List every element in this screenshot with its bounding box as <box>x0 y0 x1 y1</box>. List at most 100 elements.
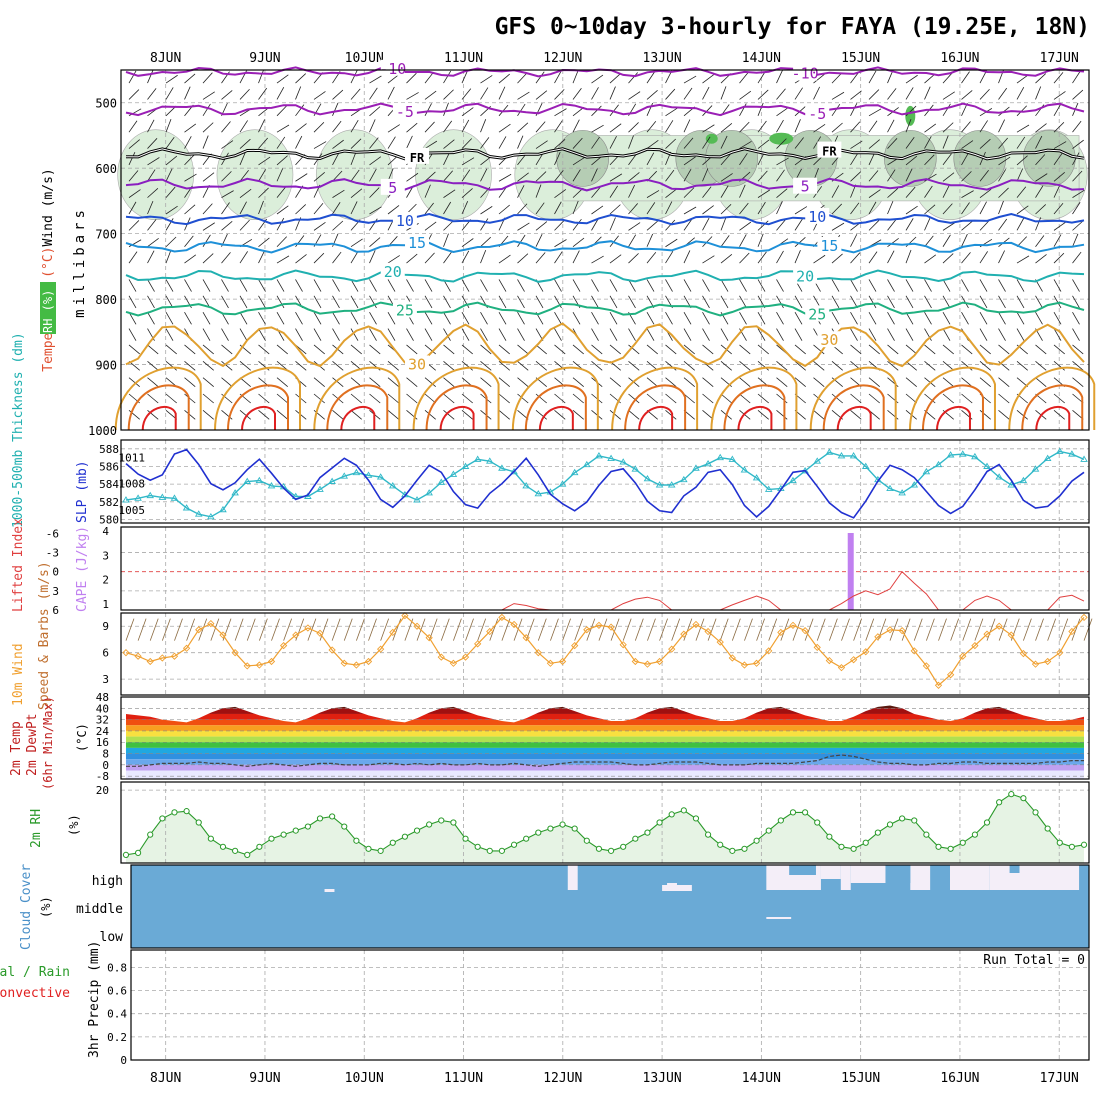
wind-barb <box>628 222 641 231</box>
wind-barb <box>998 344 1010 355</box>
wind-barb <box>628 184 635 198</box>
wind-barb <box>461 360 473 371</box>
wind-barb <box>554 279 562 292</box>
wind-speed-point <box>243 662 251 670</box>
wind-barb <box>440 618 450 641</box>
wind-barb <box>665 311 673 325</box>
wind-barb <box>739 344 751 355</box>
wind-barb <box>794 311 803 325</box>
rh-point <box>219 843 227 850</box>
wind-barb <box>702 328 710 341</box>
contour-label: 25 <box>808 305 826 323</box>
wind-speed-point <box>316 629 324 637</box>
x-tick-label-top: 17JUN <box>1040 51 1079 66</box>
wind-barb <box>147 169 156 182</box>
wind-barb <box>942 360 954 371</box>
wind-barb <box>147 295 155 309</box>
wind-barb <box>202 279 211 292</box>
wind-barb <box>221 295 229 309</box>
wind-barb <box>165 168 173 182</box>
wind-barb <box>498 123 511 133</box>
wind-speed-point <box>995 622 1003 630</box>
wind-speed-point <box>195 626 203 634</box>
wind-barb <box>609 254 622 264</box>
temperature-contour <box>538 405 574 431</box>
chart-title: GFS 0~10day 3-hourly for FAYA (19.25E, 1… <box>495 14 1090 40</box>
wind-barb <box>757 71 766 84</box>
wind-barb <box>165 218 174 231</box>
wind-barb <box>221 410 233 420</box>
thickness-point <box>449 470 458 477</box>
wind-barb <box>683 206 697 215</box>
wind-barb <box>428 618 438 641</box>
wind-barb <box>369 106 381 117</box>
wind-barb <box>239 188 252 198</box>
wind-barb <box>147 311 155 325</box>
rh-point <box>450 819 457 826</box>
wind-barb <box>739 121 750 133</box>
wind-barb <box>683 75 697 84</box>
wind-speed-point <box>910 647 918 655</box>
wind-barb <box>202 344 214 355</box>
cloud-cover-block <box>910 865 931 890</box>
wind-barb <box>443 251 453 264</box>
wind-barb <box>776 328 784 341</box>
temperature-contour <box>125 212 1085 226</box>
wind-barb <box>147 344 159 355</box>
wind-barb <box>1016 360 1028 371</box>
wind-barb <box>147 237 159 248</box>
wind-barb <box>1071 618 1081 641</box>
wind-barb <box>517 185 525 198</box>
thickness-point <box>219 505 227 513</box>
wind-barb <box>239 279 248 292</box>
wind-speed-point <box>959 652 967 660</box>
wind-barb <box>609 295 618 309</box>
wind-barb <box>517 311 525 325</box>
wind-barb <box>480 344 492 355</box>
precip-unit-label: 3hr Precip (mm) <box>87 941 102 1058</box>
thickness-point <box>716 453 725 461</box>
wind-barb <box>961 311 969 325</box>
wind-barb <box>665 251 674 264</box>
wind-barb <box>498 254 511 264</box>
wind-barb <box>850 103 858 116</box>
contour-label: FR <box>410 151 425 165</box>
wind-barb <box>961 140 974 149</box>
wind-barb <box>368 618 377 641</box>
wind-speed-point <box>777 628 785 637</box>
rh-point <box>304 823 311 830</box>
wind-barb <box>562 618 571 641</box>
wind-barb <box>165 344 177 355</box>
wind-barb <box>350 250 359 264</box>
wind-barb <box>591 74 604 84</box>
wind-barb <box>443 393 455 404</box>
wind-barb <box>147 219 157 231</box>
wind-speed-point <box>716 638 724 646</box>
wind-barb <box>424 328 433 341</box>
wind-barb <box>683 218 693 231</box>
wind-barb <box>369 328 377 341</box>
wind-barb <box>332 311 340 325</box>
wind-barb <box>961 344 973 355</box>
wind-barb <box>350 119 359 133</box>
wind-speed-line <box>125 614 1085 687</box>
wind-barb <box>776 311 784 325</box>
temperature-contour <box>511 366 599 431</box>
upper-air-panel: -10 -10 -5 -5 FR FR 5 5 10 10 15 15 20 20 25 25 30 30 500 6… <box>40 60 1096 438</box>
y-tick-label: 1000 <box>88 424 117 438</box>
temperature-contour <box>611 366 699 431</box>
wind-barb <box>554 70 562 84</box>
wind-barb <box>609 344 621 355</box>
wind-barb <box>424 121 435 133</box>
wind-barb <box>646 233 654 247</box>
contour-label: 15 <box>408 234 426 252</box>
precip-total-label: Total / Rain <box>0 965 70 980</box>
thickness-point <box>995 473 1003 480</box>
wind-barb <box>979 219 990 231</box>
wind-barb <box>887 237 899 248</box>
wind-barb <box>387 311 396 325</box>
contour-label-bg <box>405 147 430 164</box>
wind-barb <box>924 204 936 215</box>
wind-speed-point <box>740 661 749 669</box>
wind-barb <box>276 377 288 387</box>
